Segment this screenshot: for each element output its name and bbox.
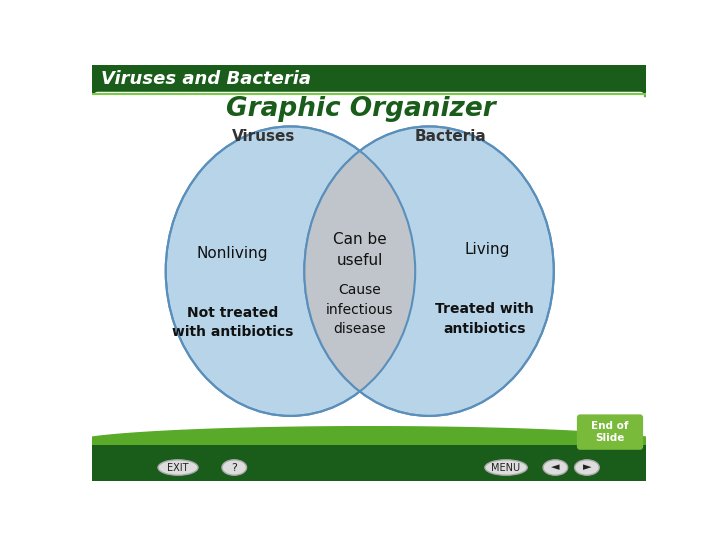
Ellipse shape	[305, 126, 554, 416]
Text: ►: ►	[582, 462, 591, 472]
Text: EXIT: EXIT	[167, 462, 189, 472]
FancyBboxPatch shape	[92, 65, 647, 93]
Text: Cause
infectious
disease: Cause infectious disease	[326, 283, 394, 336]
FancyBboxPatch shape	[92, 444, 647, 481]
Ellipse shape	[575, 460, 599, 475]
Text: Bacteria: Bacteria	[415, 129, 487, 144]
Ellipse shape	[166, 126, 415, 416]
Polygon shape	[485, 65, 670, 98]
Polygon shape	[438, 65, 647, 96]
Text: MENU: MENU	[492, 462, 521, 472]
Text: ?: ?	[231, 462, 237, 472]
FancyBboxPatch shape	[577, 414, 643, 450]
Polygon shape	[305, 151, 415, 392]
Text: Not treated
with antibiotics: Not treated with antibiotics	[172, 306, 293, 340]
Polygon shape	[68, 427, 670, 444]
Text: End of
Slide: End of Slide	[591, 421, 629, 443]
Text: Nonliving: Nonliving	[197, 246, 269, 261]
FancyBboxPatch shape	[94, 92, 644, 452]
Ellipse shape	[222, 460, 246, 475]
Text: Living: Living	[464, 242, 510, 257]
Ellipse shape	[485, 460, 527, 475]
Text: ◄: ◄	[551, 462, 559, 472]
Ellipse shape	[158, 460, 198, 475]
Ellipse shape	[543, 460, 567, 475]
Text: Can be
useful: Can be useful	[333, 232, 387, 268]
Text: Viruses and Bacteria: Viruses and Bacteria	[101, 70, 311, 89]
Text: Viruses: Viruses	[232, 129, 295, 144]
Text: Graphic Organizer: Graphic Organizer	[226, 96, 496, 122]
Text: Treated with
antibiotics: Treated with antibiotics	[435, 302, 534, 336]
